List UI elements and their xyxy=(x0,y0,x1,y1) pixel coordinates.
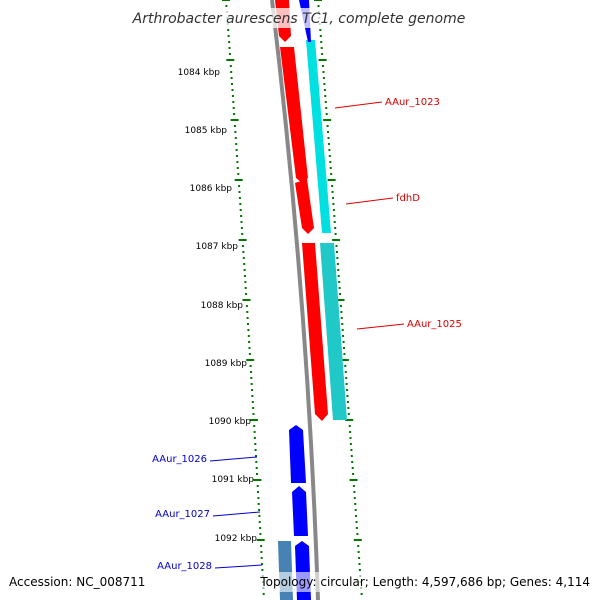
ruler-tick-track-left xyxy=(222,0,265,595)
ruler-label-1088: 1088 kbp xyxy=(201,301,244,311)
ruler-label-1084: 1084 kbp xyxy=(178,68,221,78)
leader-aaur-1027 xyxy=(212,511,261,517)
leader-aaur-1023 xyxy=(334,101,383,109)
ruler-label-1087: 1087 kbp xyxy=(196,242,239,252)
ruler-label-1091: 1091 kbp xyxy=(212,475,255,485)
map-title: Arthrobacter aurescens TC1, complete gen… xyxy=(132,11,466,27)
gene-aaur-1026-cds[interactable] xyxy=(289,425,306,483)
gene-aaur-1023-cds[interactable] xyxy=(280,47,308,183)
ruler-tick-track-right xyxy=(314,0,363,595)
leader-fdhd xyxy=(345,197,394,205)
gene-fdhd-cds[interactable] xyxy=(295,179,314,234)
gene-label-aaur-1025[interactable]: AAur_1025 xyxy=(407,319,462,330)
gene-aaur-1023-feature[interactable] xyxy=(306,40,331,233)
gene-aaur-1025-cds[interactable] xyxy=(302,243,328,421)
gene-label-aaur-1026[interactable]: AAur_1026 xyxy=(152,454,207,465)
gene-label-fdhd[interactable]: fdhD xyxy=(396,193,420,204)
ruler-label-1092: 1092 kbp xyxy=(215,534,258,544)
leader-aaur-1026 xyxy=(209,456,258,462)
genome-summary-text: Topology: circular; Length: 4,597,686 bp… xyxy=(259,575,590,589)
accession-text: Accession: NC_008711 xyxy=(9,575,145,589)
ruler-label-1090: 1090 kbp xyxy=(209,417,252,427)
ruler-label-1089: 1089 kbp xyxy=(205,359,248,369)
ruler-label-1086: 1086 kbp xyxy=(190,184,233,194)
ruler-label-1085: 1085 kbp xyxy=(185,126,228,136)
gene-labels: AAur_1023 fdhD AAur_1025 AAur_1026 AAur_… xyxy=(152,97,462,572)
gene-label-aaur-1027[interactable]: AAur_1027 xyxy=(155,509,210,520)
leader-aaur-1028 xyxy=(214,564,263,569)
footer-backdrop xyxy=(256,572,596,592)
gene-aaur-1027-cds[interactable] xyxy=(292,486,308,536)
gene-label-aaur-1023[interactable]: AAur_1023 xyxy=(385,97,440,108)
genome-backbone xyxy=(270,0,320,600)
gene-label-leaders xyxy=(209,101,405,569)
gene-label-aaur-1028[interactable]: AAur_1028 xyxy=(157,561,212,572)
ruler-labels: 1084 kbp 1085 kbp 1086 kbp 1087 kbp 1088… xyxy=(178,68,258,544)
title-backdrop xyxy=(160,8,440,28)
leader-aaur-1025 xyxy=(356,323,405,330)
gene-aaur-1025-feature[interactable] xyxy=(320,243,347,420)
